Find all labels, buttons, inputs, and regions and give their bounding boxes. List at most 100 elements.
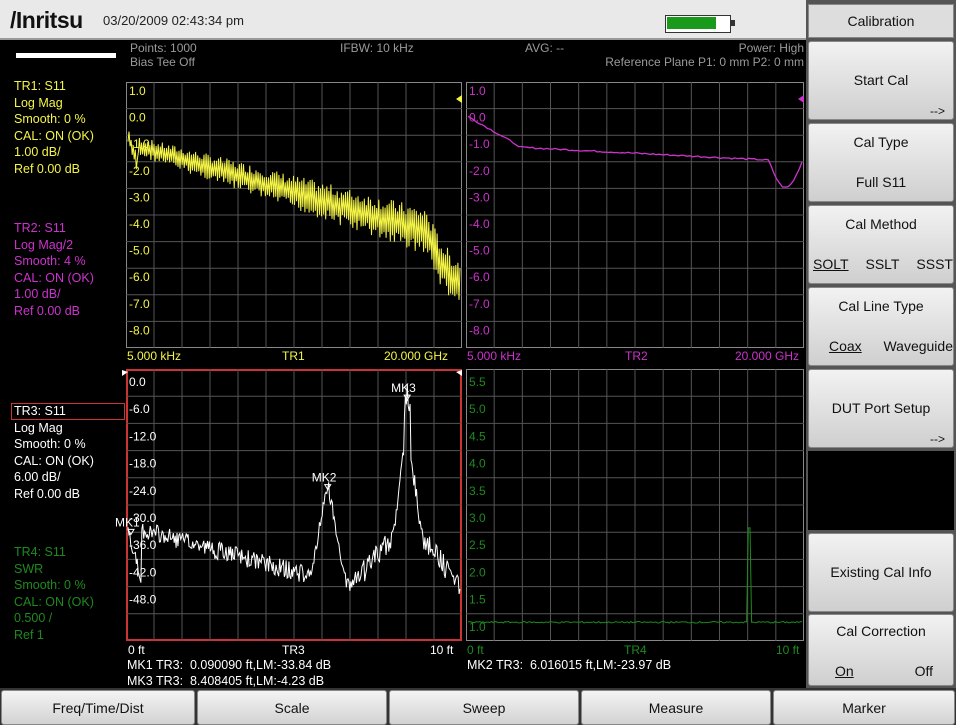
reference-plane-status: Reference Plane P1: 0 mm P2: 0 mm [605,55,804,69]
tr1-ref-marker-icon [456,95,462,103]
tr4-info-line: 0.500 / [14,611,53,625]
plot3-y-label: -18.0 [129,457,157,471]
bias-status: Bias Tee Off [130,55,195,69]
plot4-y-label: 4.5 [469,429,486,443]
anritsu-logo: /Inritsu [10,7,83,33]
tr3-ref-marker-icon [456,370,462,376]
marker-mk3-icon [403,394,412,402]
dut-port-setup-label: DUT Port Setup [831,400,931,416]
cal-line-waveguide: Waveguide [883,338,953,354]
cal-type-value: Full S11 [855,174,907,190]
tr3-ref-marker-left-icon [122,370,128,376]
plot3-y-label: -36.0 [129,538,157,552]
points-status: Points: 1000 [130,41,197,55]
dut-port-setup-button[interactable]: DUT Port Setup --> [808,369,954,448]
marker-button[interactable]: Marker [773,690,955,725]
existing-cal-info-label: Existing Cal Info [830,564,932,580]
plot4-y-label: 3.0 [469,511,486,525]
cal-line-type-label: Cal Line Type [838,298,924,314]
freq-time-dist-button[interactable]: Freq/Time/Dist [1,690,195,725]
plot3-y-label: -42.0 [129,565,157,579]
tr4-info-line: Smooth: 0 % [14,578,86,592]
plot1-y-label: 1.0 [129,84,146,98]
cal-method-button[interactable]: Cal Method SOLT SSLT SSST [808,205,954,284]
cal-correction-on: On [835,663,854,679]
ifbw-status: IFBW: 10 kHz [340,41,414,55]
cal-line-type-button[interactable]: Cal Line Type Coax Waveguide [808,287,954,366]
tr2-x-start: 5.000 kHz [467,349,522,363]
sweep-button[interactable]: Sweep [389,690,579,725]
plot3-y-label: 0.0 [129,375,146,389]
plot2-y-label: -1.0 [469,137,490,151]
cal-method-label: Cal Method [845,216,917,232]
plot4-y-label: 2.5 [469,538,486,552]
marker-mk2-icon [323,484,332,491]
date-time: 03/20/2009 02:43:34 pm [103,13,244,28]
marker-mk1-icon [127,528,135,536]
plot1-y-label: -8.0 [129,323,150,337]
plot3-y-label: -24.0 [129,484,157,498]
tr3-info-line: 6.00 dB/ [14,470,61,484]
battery-tip [731,20,735,26]
plot3-y-label: -6.0 [129,402,150,416]
tr1-info[interactable]: TR1: S11 Log Mag Smooth: 0 % CAL: ON (OK) 1.… [14,78,94,177]
tr1-info-line: CAL: ON (OK) [14,128,94,143]
tr4-info-line: CAL: ON (OK) [14,594,94,609]
cal-method-ssst: SSST [916,256,953,272]
cal-correction-label: Cal Correction [836,623,926,639]
existing-cal-info-button[interactable]: Existing Cal Info [808,533,954,612]
plot2-y-label: -4.0 [469,217,490,231]
tr3-info[interactable]: TR3: S11 Log Mag Smooth: 0 % CAL: ON (OK) 6.… [14,403,94,502]
mk1-readout: MK1 TR3: 0.090090 ft,LM:-33.84 dB [127,658,332,672]
tr3-info-line: TR3: S11 [14,404,66,418]
tr2-info-line: Ref 0.00 dB [14,303,81,318]
menu-title: Calibration [808,4,954,38]
tr1-x-end: 20.000 GHz [384,349,449,363]
plot1-y-label: -7.0 [129,297,150,311]
tr3-info-line: Smooth: 0 % [14,437,86,451]
cal-method-sslt: SSLT [865,256,900,272]
tr1-info-line: TR1: S11 [14,79,66,93]
power-status: Power: High [738,41,804,55]
tr3-info-line: Ref 0.00 dB [14,486,81,501]
plot4-y-label: 1.5 [469,593,486,607]
plot4-y-label: 3.5 [469,484,486,498]
empty-softkey [808,451,954,530]
cal-method-solt: SOLT [813,256,849,272]
plot4-y-label: 5.0 [469,402,486,416]
tr4-info-line: SWR [14,561,44,576]
tr3-info-line: CAL: ON (OK) [14,453,94,468]
tr2-info[interactable]: TR2: S11 Log Mag/2 Smooth: 4 % CAL: ON (OK)… [14,220,94,319]
tr4-info[interactable]: TR4: S11 SWR Smooth: 0 % CAL: ON (OK) 0.500 … [14,544,94,643]
plot2-y-label: -3.0 [469,190,490,204]
submenu-arrow-icon: --> [930,104,945,118]
plot1-y-label: -5.0 [129,244,150,258]
marker-mk2-label: MK2 [312,471,337,485]
marker-mk3-label: MK3 [391,381,416,395]
cal-correction-button[interactable]: Cal Correction On Off [808,614,954,686]
tr2-x-end: 20.000 GHz [735,349,800,363]
plot1-y-label: -2.0 [129,164,150,178]
tr2-trace [467,115,803,188]
start-cal-label: Start Cal [853,72,909,88]
cal-type-button[interactable]: Cal Type Full S11 [808,123,954,202]
tr4-info-line: Ref 1 [14,627,44,642]
tr4-name: TR4 [624,643,647,657]
plot1-y-label: -3.0 [129,190,150,204]
cal-correction-off: Off [914,663,933,679]
tr1-trace [127,131,461,300]
scale-button[interactable]: Scale [197,690,387,725]
tr2-info-line: TR2: S11 [14,221,66,235]
measure-button[interactable]: Measure [581,690,771,725]
plot1-y-label: -4.0 [129,217,150,231]
submenu-arrow-icon: --> [930,432,945,446]
plot4-y-label: 5.5 [469,375,486,389]
avg-status: AVG: -- [525,41,565,55]
tr3-trace [127,384,461,595]
start-cal-button[interactable]: Start Cal --> [808,41,954,120]
tr2-info-line: Smooth: 4 % [14,254,86,268]
tr3-x-start: 0 ft [128,643,145,657]
tr3-name: TR3 [282,643,305,657]
mk3-readout: MK3 TR3: 8.408405 ft,LM:-4.23 dB [127,674,325,688]
battery-level [667,17,716,29]
